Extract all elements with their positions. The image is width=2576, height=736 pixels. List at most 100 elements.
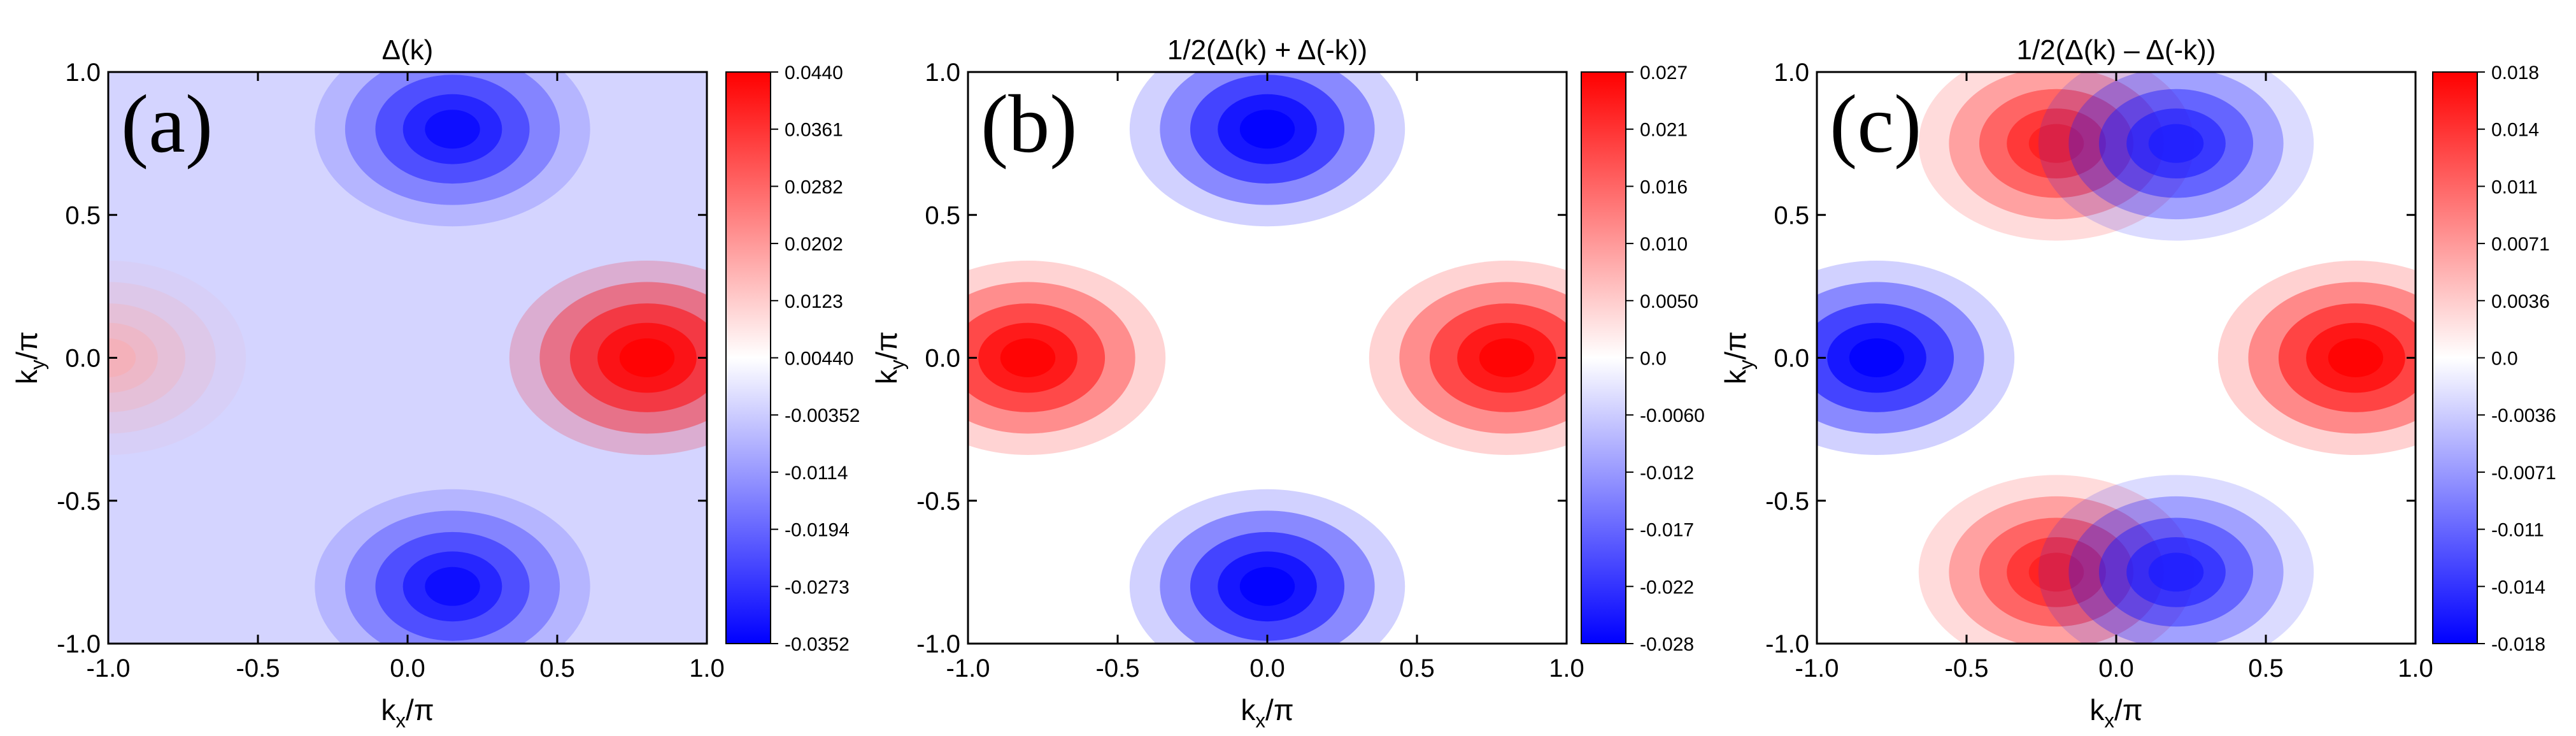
- x-tick-label: 1.0: [2398, 654, 2433, 682]
- colorbar-tick-label: 0.014: [2491, 120, 2539, 141]
- colorbar-tick-label: -0.0036: [2491, 405, 2556, 426]
- x-tick-label: 0.5: [539, 654, 575, 682]
- colorbar-tick-label: -0.0071: [2491, 463, 2556, 484]
- colorbar-tick-label: 0.011: [2491, 177, 2538, 198]
- colorbar-tick-label: 0.0282: [785, 177, 843, 198]
- colorbar-tick-label: -0.011: [2491, 520, 2544, 541]
- colorbar-tick-label: -0.0273: [785, 577, 850, 598]
- y-tick-label: 1.0: [1774, 59, 1809, 87]
- colorbar-tick-label: 0.0440: [785, 62, 843, 83]
- panel-label: (c): [1830, 78, 1921, 170]
- panel-a: -1.0 -0.5 0.0 0.5 1.0 -1.0 -0.5 0.0 0.5 1.0 Δ(k) kx…: [10, 34, 860, 732]
- colorbar-tick-label: -0.00352: [785, 405, 860, 426]
- x-tick-label: 1.0: [1549, 654, 1584, 682]
- panel-label: (a): [121, 78, 213, 170]
- colorbar-tick-label: -0.014: [2491, 577, 2545, 598]
- x-axis-label: kx/π: [1241, 693, 1293, 732]
- colorbar-tick-label: -0.0194: [785, 520, 850, 541]
- colorbar-tick-label: 0.0123: [785, 291, 843, 312]
- heatmap-extremum-max-0: [619, 338, 675, 377]
- x-tick-label: 0.0: [1249, 654, 1285, 682]
- heatmap-extremum-local-3: [108, 282, 216, 434]
- heatmap-extremum-max-0: [1479, 338, 1535, 377]
- x-tick-label: -0.5: [236, 654, 280, 682]
- y-tick-label: -1.0: [1765, 630, 1809, 658]
- heatmap-extremum-local-3: [108, 338, 136, 377]
- heatmap-field: [108, 72, 707, 644]
- x-tick-label: -0.5: [1096, 654, 1140, 682]
- x-axis-label: kx/π: [2089, 693, 2142, 732]
- colorbar-tick-label: 0.0361: [785, 120, 843, 141]
- x-tick-label: 1.0: [689, 654, 725, 682]
- colorbar: [1581, 72, 1626, 644]
- heatmap-extremum-min-3: [1239, 566, 1295, 606]
- heatmap-field: [968, 72, 1567, 644]
- y-tick-label: 1.0: [925, 59, 960, 87]
- y-tick-label: -1.0: [916, 630, 960, 658]
- x-tick-label: -1.0: [946, 654, 990, 682]
- y-axis-label: ky/π: [1719, 331, 1758, 384]
- colorbar-tick-label: 0.027: [1640, 62, 1688, 83]
- chart-title: 1/2(Δ(k) + Δ(-k)): [1167, 34, 1367, 66]
- colorbar-tick-label: -0.0114: [785, 463, 848, 484]
- y-tick-label: 1.0: [65, 59, 101, 87]
- colorbar-tick-label: -0.0352: [785, 634, 850, 655]
- x-tick-label: 0.5: [1399, 654, 1435, 682]
- heatmap-extremum-local-3: [108, 322, 158, 393]
- colorbar-tick-label: 0.0: [1640, 349, 1667, 370]
- y-tick-label: 0.0: [925, 345, 960, 373]
- colorbar-tick-label: 0.0036: [2491, 291, 2550, 312]
- x-tick-label: 0.0: [2098, 654, 2134, 682]
- heatmap-extremum-max-0: [2328, 338, 2384, 377]
- x-tick-label: -1.0: [1795, 654, 1839, 682]
- colorbar-tick-label: 0.018: [2491, 62, 2539, 83]
- colorbar: [726, 72, 771, 644]
- x-tick-label: -1.0: [87, 654, 131, 682]
- panel-c: -1.0 -0.5 0.0 0.5 1.0 -1.0 -0.5 0.0 0.5 1.0 1/2(Δ(…: [1719, 34, 2556, 732]
- colorbar-tick-label: 0.010: [1640, 234, 1688, 255]
- colorbar-tick-label: -0.022: [1640, 577, 1694, 598]
- panel-label: (b): [981, 78, 1078, 170]
- heatmap-extremum-max-1: [1000, 338, 1056, 377]
- heatmap-extremum-local-3: [108, 303, 186, 412]
- y-tick-label: 0.0: [65, 345, 101, 373]
- heatmap-extremum-min-1: [425, 110, 480, 149]
- heatmap-extremum-min-3: [2148, 124, 2204, 163]
- y-tick-label: 0.5: [65, 201, 101, 229]
- x-axis-label: kx/π: [381, 693, 434, 732]
- y-tick-label: -0.5: [57, 487, 101, 516]
- heatmap-extremum-min-5: [2148, 552, 2204, 592]
- heatmap-extremum-min-2: [425, 566, 480, 606]
- colorbar: [2433, 72, 2477, 644]
- y-axis-label: ky/π: [10, 331, 49, 384]
- heatmap-extremum-min-1: [1849, 338, 1905, 377]
- colorbar-tick-label: -0.018: [2491, 634, 2545, 655]
- colorbar-tick-label: 0.0071: [2491, 234, 2550, 255]
- heatmap-extremum-local-3: [108, 261, 246, 455]
- y-tick-label: -0.5: [916, 487, 960, 516]
- colorbar-tick-label: -0.017: [1640, 520, 1694, 541]
- heatmap-field: [1817, 72, 2416, 644]
- colorbar-tick-label: 0.00440: [785, 349, 853, 370]
- heatmap-extremum-max-4: [2028, 552, 2084, 592]
- colorbar-tick-label: 0.0050: [1640, 291, 1698, 312]
- y-tick-label: 0.5: [925, 201, 960, 229]
- x-tick-label: 0.0: [390, 654, 425, 682]
- chart-title: Δ(k): [382, 34, 434, 66]
- chart-title: 1/2(Δ(k) – Δ(-k)): [2016, 34, 2216, 66]
- heatmap-extremum-max-2: [2028, 124, 2084, 163]
- heatmap-extremum-min-2: [1239, 110, 1295, 149]
- x-tick-label: -0.5: [1945, 654, 1989, 682]
- y-tick-label: 0.5: [1774, 201, 1809, 229]
- colorbar-tick-label: 0.0202: [785, 234, 843, 255]
- x-tick-label: 0.5: [2248, 654, 2284, 682]
- y-tick-label: -0.5: [1765, 487, 1809, 516]
- colorbar-tick-label: 0.016: [1640, 177, 1688, 198]
- panel-b: -1.0 -0.5 0.0 0.5 1.0 -1.0 -0.5 0.0 0.5 1.0 1/2(Δ(…: [870, 34, 1705, 732]
- colorbar-tick-label: 0.021: [1640, 120, 1688, 141]
- colorbar-tick-label: 0.0: [2491, 349, 2518, 370]
- colorbar-tick-label: -0.028: [1640, 634, 1694, 655]
- colorbar-tick-label: -0.0060: [1640, 405, 1705, 426]
- y-tick-label: 0.0: [1774, 345, 1809, 373]
